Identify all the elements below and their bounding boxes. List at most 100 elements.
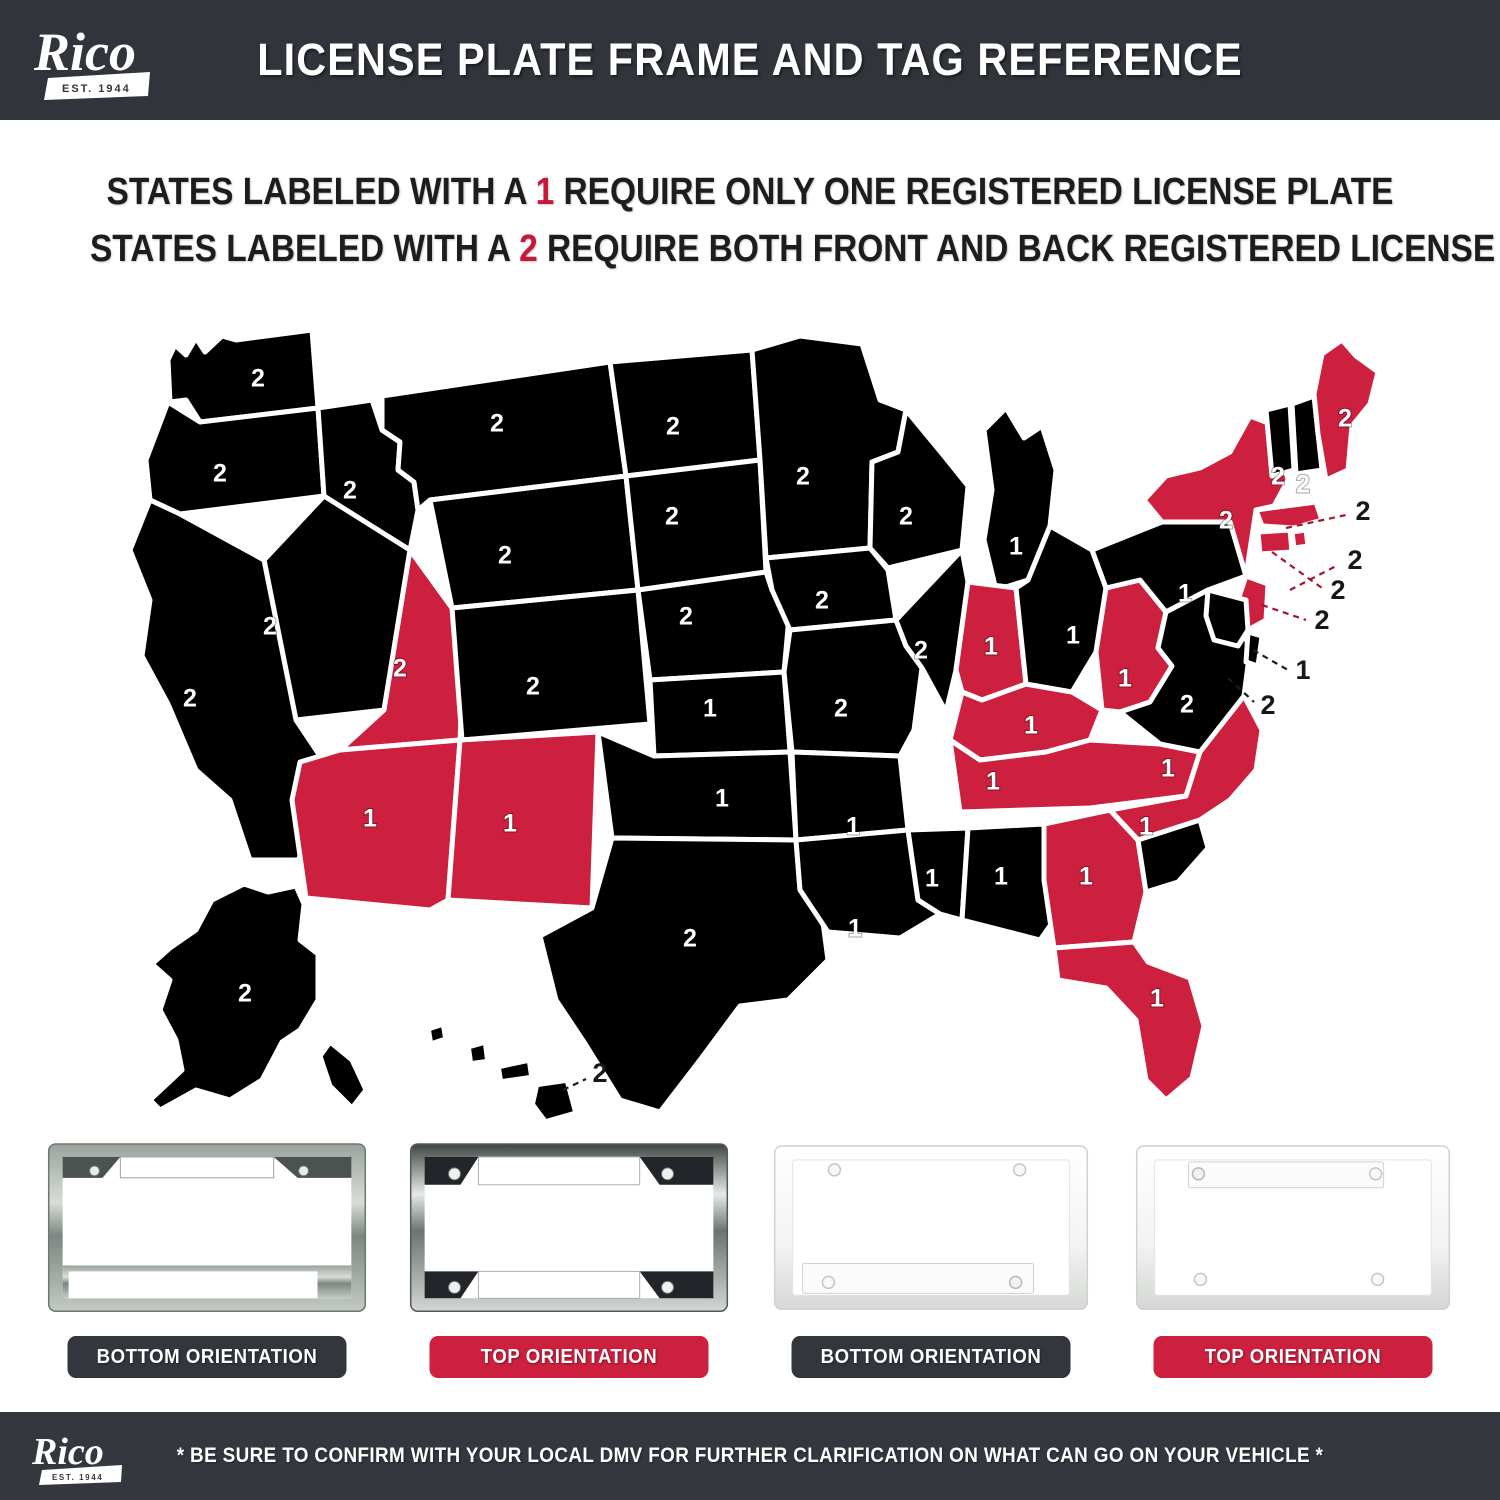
- page-title: LICENSE PLATE FRAME AND TAG REFERENCE: [257, 34, 1243, 85]
- state-label-OH: 1: [1066, 622, 1080, 650]
- license-plate-frame-chrome-bottom[interactable]: [42, 1138, 372, 1322]
- state-RI-shape[interactable]: [1289, 527, 1311, 551]
- state-WI[interactable]: [867, 407, 971, 571]
- callout-label-HI: 2: [592, 1058, 607, 1088]
- state-label-LA: 1: [848, 915, 862, 943]
- state-FL[interactable]: [1051, 939, 1207, 1103]
- state-SD[interactable]: [623, 457, 769, 593]
- state-label-NC: 1: [1161, 755, 1175, 783]
- state-WA[interactable]: [165, 327, 321, 425]
- state-AL[interactable]: [959, 821, 1057, 943]
- callout-label-MD: 2: [1260, 690, 1275, 720]
- state-label-AK: 2: [238, 980, 252, 1008]
- state-label-SC: 1: [1139, 813, 1153, 841]
- license-plate-frame-chrome-top[interactable]: [404, 1138, 734, 1322]
- state-label-MO: 2: [834, 695, 848, 723]
- callout-label-NJ: 2: [1314, 605, 1329, 635]
- frame-cell-4: TOP ORIENTATION: [1128, 1138, 1458, 1378]
- state-AK-aleutian[interactable]: [317, 1039, 369, 1111]
- state-MS[interactable]: [905, 825, 971, 923]
- state-ME[interactable]: [1311, 337, 1381, 483]
- state-DE-shape[interactable]: [1243, 629, 1265, 669]
- frame-cell-1: BOTTOM ORIENTATION: [42, 1138, 372, 1378]
- state-label-AZ: 1: [363, 805, 377, 833]
- state-label-UT: 2: [393, 655, 407, 683]
- state-CA[interactable]: [127, 497, 343, 863]
- state-label-OK: 1: [715, 785, 729, 813]
- state-MD-shape[interactable]: [1203, 587, 1251, 649]
- state-label-ME: 2: [1338, 405, 1352, 433]
- state-ND[interactable]: [607, 347, 763, 479]
- legend-line-two-post: REQUIRE BOTH FRONT AND BACK REGISTERED L…: [547, 228, 1500, 270]
- state-CO[interactable]: [449, 587, 653, 743]
- state-label-NM: 1: [503, 810, 517, 838]
- callout-label-CT: 2: [1330, 575, 1345, 605]
- state-KS[interactable]: [647, 669, 793, 759]
- state-HI-island-3[interactable]: [499, 1061, 531, 1081]
- footer-bar: Rico EST. 1944 * BE SURE TO CONFIRM WITH…: [0, 1412, 1500, 1500]
- state-label-IL: 2: [914, 637, 928, 665]
- state-label-WA: 2: [251, 365, 265, 393]
- state-NV[interactable]: [261, 493, 413, 723]
- state-OR[interactable]: [143, 399, 327, 517]
- header-bar: Rico EST. 1944 LICENSE PLATE FRAME AND T…: [0, 0, 1500, 120]
- state-label-WV: 1: [1118, 665, 1132, 693]
- callout-line-CT: [1271, 551, 1323, 589]
- legend-description: STATES LABELED WITH A 1 REQUIRE ONLY ONE…: [0, 168, 1500, 273]
- callout-label-RI: 2: [1347, 545, 1362, 575]
- state-HI-island-1[interactable]: [429, 1025, 445, 1043]
- callout-line-HI: [562, 1078, 587, 1091]
- state-shapes: [127, 327, 1381, 1121]
- state-NM[interactable]: [445, 729, 601, 911]
- legend-line-one: STATES LABELED WITH A 1 REQUIRE ONLY ONE…: [90, 168, 1410, 216]
- rico-logo-footer-icon: Rico EST. 1944: [26, 1424, 132, 1490]
- state-IL[interactable]: [893, 547, 971, 715]
- state-label-GA: 1: [1079, 863, 1093, 891]
- state-label-IN: 1: [984, 633, 998, 661]
- state-label-PA: 1: [1178, 580, 1192, 608]
- state-label-IA: 2: [815, 587, 829, 615]
- state-WY[interactable]: [427, 473, 641, 611]
- state-label-NV: 2: [263, 613, 277, 641]
- rico-logo-banner: [44, 72, 150, 100]
- license-plate-frames-row: BOTTOM ORIENTATION TOP ORIENTATION: [0, 1138, 1500, 1378]
- state-AK[interactable]: [147, 881, 321, 1113]
- frame-badge-4: TOP ORIENTATION: [1153, 1336, 1433, 1378]
- state-label-TN: 1: [986, 768, 1000, 796]
- state-label-MI: 1: [1009, 533, 1023, 561]
- state-label-VT: 2: [1271, 463, 1285, 491]
- state-label-CO: 2: [526, 673, 540, 701]
- state-CT-shape[interactable]: [1255, 527, 1295, 557]
- legend-line-one-post: REQUIRE ONLY ONE REGISTERED LICENSE PLAT…: [554, 171, 1394, 213]
- frame-cell-2: TOP ORIENTATION: [404, 1138, 734, 1378]
- legend-two-marker: 2: [519, 228, 538, 270]
- state-NE[interactable]: [635, 569, 793, 683]
- state-HI-island-2[interactable]: [469, 1043, 487, 1063]
- frame-badge-2: TOP ORIENTATION: [429, 1336, 709, 1378]
- state-label-WI: 2: [899, 503, 913, 531]
- state-label-NY: 2: [1219, 507, 1233, 535]
- callout-line-DE: [1252, 649, 1289, 671]
- state-label-NH: 2: [1296, 471, 1310, 499]
- state-label-FL: 1: [1150, 985, 1164, 1013]
- rico-logo-est: EST. 1944: [62, 83, 131, 95]
- license-plate-frame-white-bottom[interactable]: [766, 1138, 1096, 1322]
- state-label-CA: 2: [183, 685, 197, 713]
- license-plate-frame-white-top[interactable]: [1128, 1138, 1458, 1322]
- rico-logo-wordmark: Rico: [33, 22, 136, 82]
- rico-logo-footer-wordmark: Rico: [31, 1431, 104, 1473]
- frame-cell-3: BOTTOM ORIENTATION: [766, 1138, 1096, 1378]
- legend-line-one-pre: STATES LABELED WITH A: [106, 171, 536, 213]
- frame-badge-3: BOTTOM ORIENTATION: [791, 1336, 1071, 1378]
- state-label-KY: 1: [1024, 712, 1038, 740]
- callout-label-DE: 1: [1295, 655, 1310, 685]
- state-HI-island-4[interactable]: [533, 1081, 575, 1121]
- state-label-OR: 2: [213, 460, 227, 488]
- legend-one-marker: 1: [535, 171, 555, 213]
- state-label-SD: 2: [665, 503, 679, 531]
- state-SC[interactable]: [1107, 807, 1211, 895]
- callout-leader-lines: [562, 513, 1347, 1091]
- state-IA[interactable]: [763, 545, 899, 633]
